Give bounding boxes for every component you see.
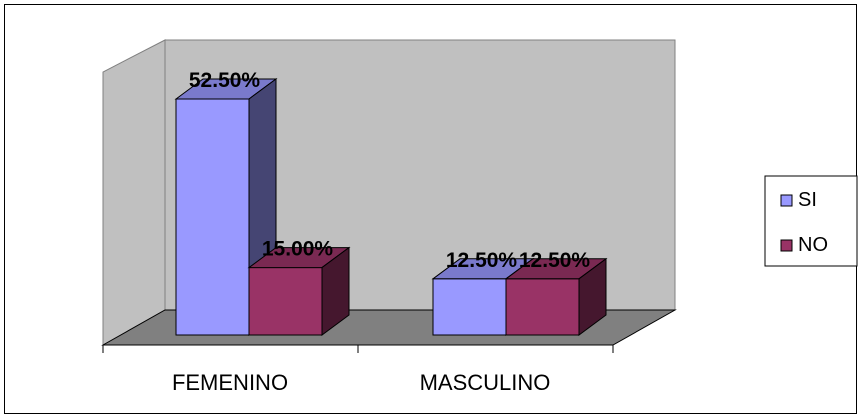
data-label-no-masculino: 12.50% bbox=[519, 249, 591, 272]
data-label-si-femenino: 52.50% bbox=[189, 69, 261, 92]
bar-front bbox=[248, 267, 323, 336]
category-label-2: MASCULINO bbox=[420, 370, 551, 395]
legend: SI NO bbox=[764, 175, 858, 267]
bar-si-femenino bbox=[174, 78, 278, 336]
legend-swatch-no bbox=[780, 239, 793, 252]
category-label-1: FEMENINO bbox=[172, 370, 288, 395]
chart-bars bbox=[174, 78, 608, 336]
side-wall bbox=[102, 39, 166, 346]
data-label-no-femenino: 15.00% bbox=[262, 238, 334, 261]
bar-front bbox=[505, 278, 580, 336]
bar-front bbox=[175, 98, 250, 336]
legend-box bbox=[764, 175, 858, 267]
data-labels: 52.50% 15.00% 12.50% 12.50% bbox=[189, 69, 591, 272]
category-axis: FEMENINO MASCULINO bbox=[102, 344, 614, 395]
legend-swatch-si bbox=[780, 194, 793, 207]
bar-side bbox=[578, 257, 607, 336]
legend-label-si: SI bbox=[798, 189, 817, 211]
bar-side bbox=[321, 246, 350, 336]
bar-no-masculino bbox=[504, 257, 608, 336]
bar-front bbox=[432, 278, 507, 336]
legend-label-no: NO bbox=[798, 234, 828, 256]
bar-no-femenino bbox=[247, 246, 351, 336]
data-label-si-masculino: 12.50% bbox=[446, 249, 518, 272]
